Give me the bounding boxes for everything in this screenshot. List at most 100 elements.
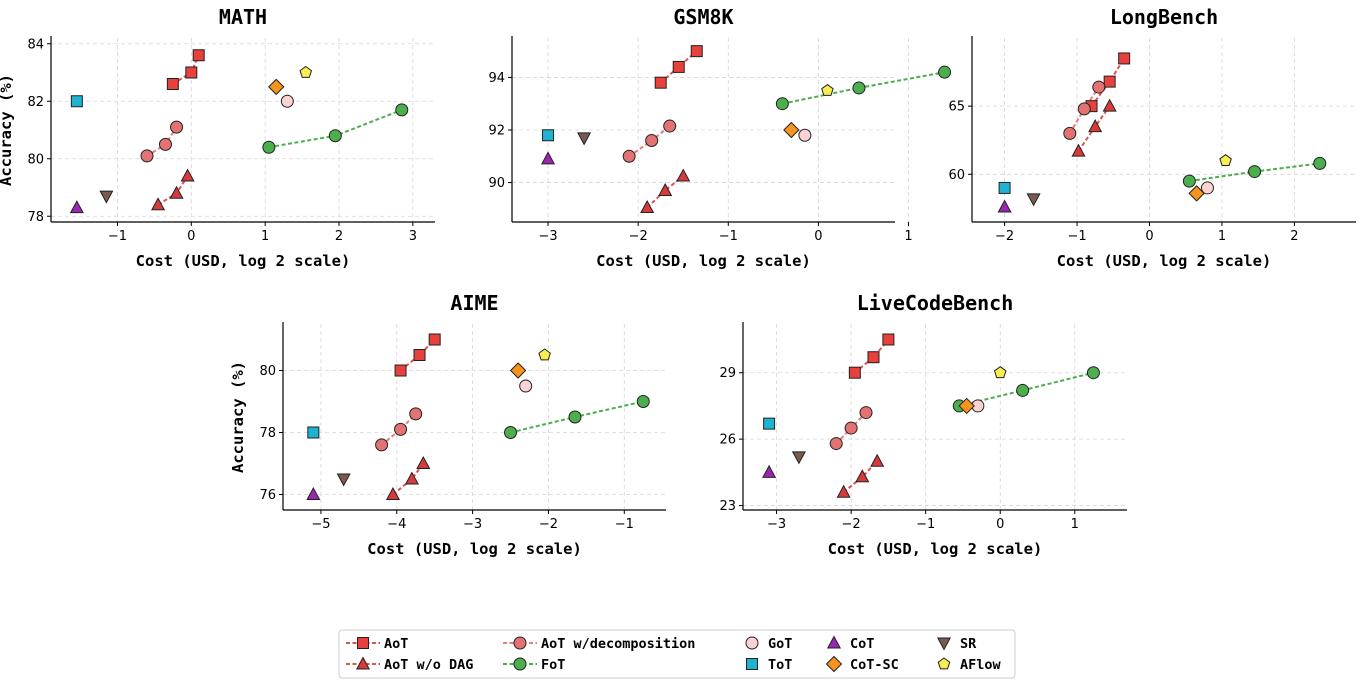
legend-item-aotnodag: AoT w/o DAG [346,656,473,673]
data-point-aot [690,45,703,58]
x-tick-label: −5 [311,517,330,532]
data-point-aflow [821,83,834,96]
legend-label: AoT w/o DAG [384,657,473,673]
legend-item-aotdec: AoT w/decomposition [503,636,695,652]
x-axis-label: Cost (USD, log 2 scale) [1057,252,1272,270]
data-point-aotnodag [1088,119,1103,133]
data-point-aflow [993,366,1007,379]
chart-title: LiveCodeBench [857,291,1014,315]
data-point-fot [1313,156,1327,170]
chart-title: GSM8K [673,5,733,29]
data-point-aotdec [394,422,408,436]
x-tick-label: −3 [538,229,557,244]
legend-label: GoT [768,636,792,652]
legend-label: ToT [768,657,792,673]
x-tick-label: 0 [814,229,822,244]
data-point-fot [636,395,650,408]
y-tick-label: 90 [488,176,505,191]
data-point-aotnodag [151,197,166,211]
series-line-aot [660,50,698,84]
x-tick-label: −4 [387,517,406,532]
data-point-aflow [538,348,551,361]
data-point-aotdec [158,137,172,151]
series-line-aot [399,338,436,372]
x-axis-label: Cost (USD, log 2 scale) [136,252,351,270]
data-point-fot [1182,174,1196,188]
data-point-aot [394,364,407,377]
chart-title: AIME [450,291,498,315]
x-tick-label: 2 [1290,229,1298,244]
x-tick-label: 0 [1145,229,1153,244]
data-point-fot [328,129,342,143]
legend-label: AoT w/decomposition [541,636,695,652]
data-point-aotdec [622,149,636,163]
data-point-aot [428,333,441,346]
data-point-fot [1086,366,1100,380]
series-line-aotdec [380,413,417,446]
data-point-aotdec [645,134,659,148]
data-point-aotnodag [1071,143,1086,157]
data-point-aflow [1219,154,1232,167]
legend-item-aot: AoT [346,636,408,652]
data-point-aotdec [859,406,873,420]
y-axis-label: Accuracy (%) [0,74,15,186]
legend-frame [338,629,1016,679]
data-point-sr [577,132,592,146]
data-point-fot [568,410,582,424]
x-tick-label: 1 [904,229,912,244]
legend-label: CoT [850,636,874,652]
data-point-fot [852,81,866,95]
y-tick-label: 65 [948,100,965,115]
chart-title: MATH [219,5,267,29]
x-tick-label: −2 [629,229,648,244]
series-line-aot [1090,57,1126,107]
legend-item-got: GoT [745,636,792,652]
chart-panel-gsm8k: −3 −2 −1 0 1 90 92 94 GSM8K Cost (USD, log 2 scal… [488,5,952,270]
data-point-aotnodag [404,471,419,485]
x-tick-label: −2 [842,517,861,532]
y-tick-label: 76 [259,488,276,503]
data-point-got [798,128,812,142]
data-point-fot [1248,165,1262,179]
data-point-aotnodag [385,486,401,500]
data-point-aotnodag [169,185,184,199]
data-point-cotsc [783,121,800,139]
legend-item-fot: FoT [503,657,565,673]
x-axis-label: Cost (USD, log 2 scale) [828,540,1043,558]
x-tick-label: 3 [409,229,417,244]
y-tick-label: 60 [948,168,965,183]
data-point-tot [998,181,1011,194]
legend-marker-aflow [937,657,951,670]
series-line-aotnodag [843,460,878,494]
data-point-cotsc [1188,185,1205,202]
x-tick-label: −3 [767,517,786,532]
chart-panel-aime: −5 −4 −3 −2 −1 76 78 80 AIME Cost (USD, log 2 sca… [229,291,666,558]
x-tick-label: 1 [1071,517,1079,532]
legend-label: AFlow [960,657,1002,673]
data-point-cot [997,199,1012,213]
data-point-aotdec [1092,80,1106,94]
data-point-got [280,94,294,108]
data-point-aotnodag [180,168,195,182]
data-point-aotnodag [870,453,885,467]
data-point-cotsc [509,362,527,379]
data-point-sr [791,451,806,465]
data-point-cotsc [268,78,285,96]
data-point-aotnodag [658,182,673,196]
y-tick-label: 29 [719,366,736,381]
legend-label: CoT-SC [850,657,899,673]
legend-item-cotsc: CoT-SC [825,655,899,673]
y-tick-label: 82 [27,95,44,110]
data-point-fot [938,65,952,79]
chart-title: LongBench [1110,5,1218,29]
legend-marker-cot [826,635,842,649]
legend: AoT AoT w/o DAG AoT w/decomposition FoT GoT T… [338,629,1016,679]
data-point-aotdec [844,421,858,435]
data-point-got [1200,181,1214,195]
y-tick-label: 80 [27,152,44,167]
data-point-aotnodag [640,199,655,214]
legend-item-sr: SR [936,636,977,652]
legend-label: SR [960,636,977,652]
data-point-aotdec [409,407,423,421]
